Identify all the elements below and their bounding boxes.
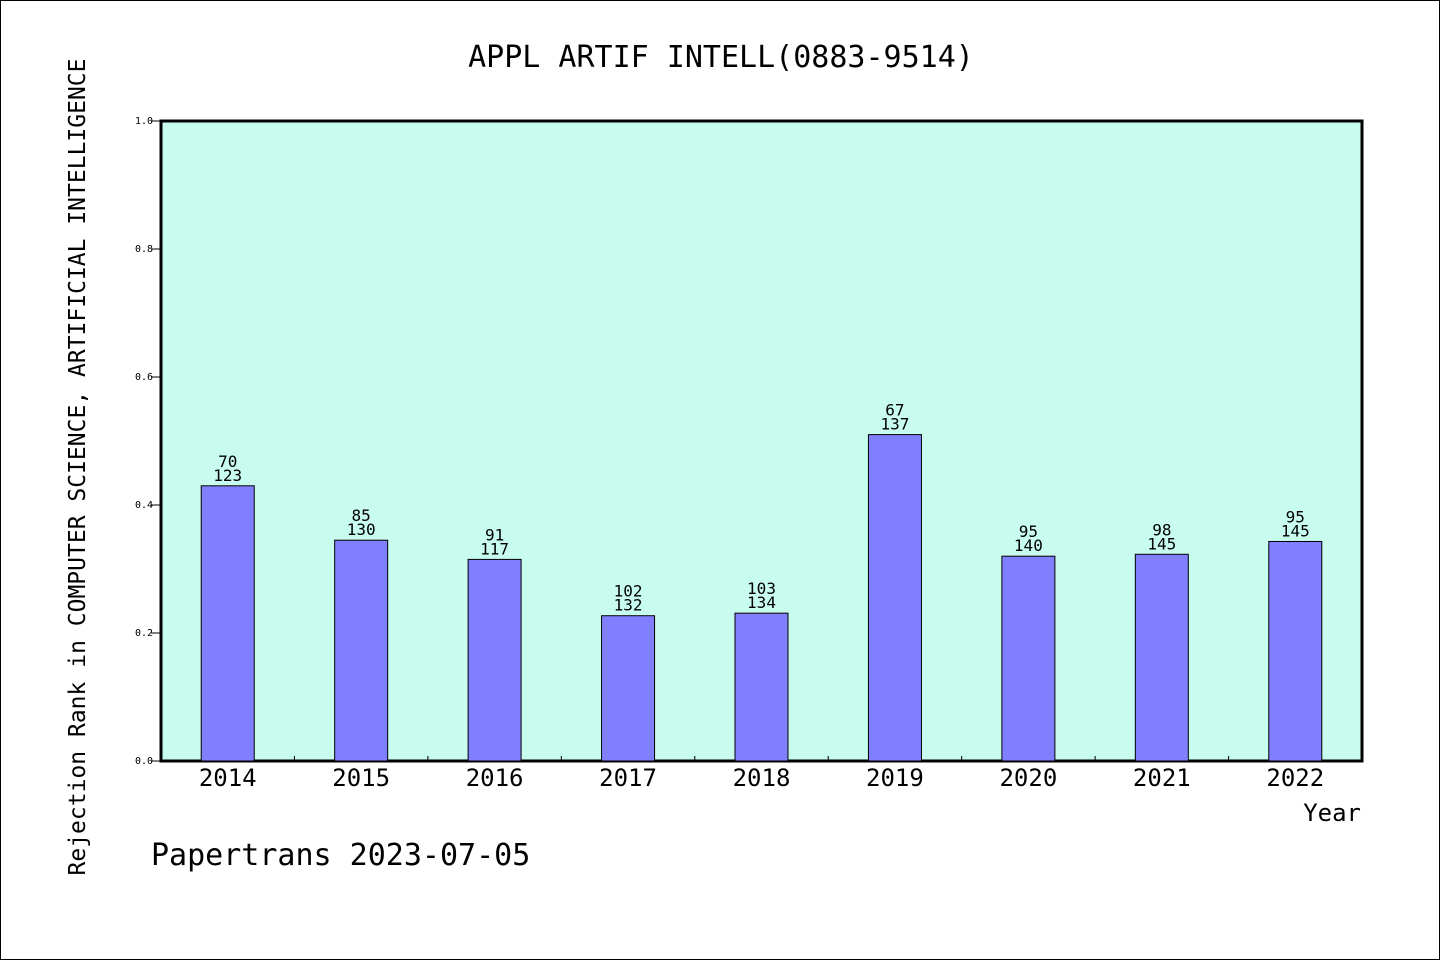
y-tick-label: 0.0 xyxy=(135,756,153,767)
x-tick-labels: 2014 2015 2016 2017 2018 2019 2020 2021 2022 xyxy=(199,764,1324,792)
bar xyxy=(867,434,922,762)
x-tick-label: 2021 xyxy=(1133,764,1191,792)
bar-total-label: 123 xyxy=(213,466,242,485)
y-tick-labels: 0.0 0.2 0.4 0.6 0.8 1.0 xyxy=(135,116,153,767)
bar-rank-label: 70 xyxy=(218,452,237,471)
x-tick-label: 2018 xyxy=(733,764,791,792)
bar xyxy=(601,615,656,762)
bar xyxy=(1268,540,1323,762)
bar xyxy=(1001,555,1056,762)
y-tick-label: 0.6 xyxy=(135,372,153,383)
bar xyxy=(734,612,789,762)
x-tick-label: 2017 xyxy=(599,764,657,792)
bar-total-label: 140 xyxy=(1014,536,1043,555)
y-tick-label: 0.8 xyxy=(135,244,153,255)
footer-text: Papertrans 2023-07-05 xyxy=(151,838,530,873)
bar-total-label: 117 xyxy=(480,539,509,558)
y-tick-label: 0.2 xyxy=(135,628,153,639)
x-tick-label: 2015 xyxy=(332,764,390,792)
x-tick-label: 2022 xyxy=(1266,764,1324,792)
axis-ticks xyxy=(151,120,1230,762)
bar xyxy=(1134,553,1189,762)
x-tick-label: 2016 xyxy=(466,764,524,792)
bar-total-label: 145 xyxy=(1147,534,1176,553)
bar-total-label: 134 xyxy=(747,593,776,612)
bar xyxy=(200,485,255,762)
bar-total-label: 130 xyxy=(347,520,376,539)
bar-rank-label: 85 xyxy=(352,506,371,525)
bar-rank-label: 95 xyxy=(1286,507,1305,526)
bar-rank-label: 95 xyxy=(1019,522,1038,541)
bars xyxy=(200,434,1323,762)
bar-total-label: 132 xyxy=(614,596,643,615)
bar-total-label: 137 xyxy=(880,415,909,434)
chart-title: APPL ARTIF INTELL(0883-9514) xyxy=(468,40,974,75)
x-tick-label: 2020 xyxy=(999,764,1057,792)
bar-rank-label: 91 xyxy=(485,525,504,544)
x-tick-label: 2019 xyxy=(866,764,924,792)
x-tick-label: 2014 xyxy=(199,764,257,792)
bar-rank-label: 102 xyxy=(614,582,643,601)
x-axis-label: Year xyxy=(1303,799,1361,827)
y-tick-label: 0.4 xyxy=(135,500,153,511)
y-tick-label: 1.0 xyxy=(135,116,153,127)
bar xyxy=(334,539,389,762)
bar-rank-label: 103 xyxy=(747,579,776,598)
bar xyxy=(467,558,522,762)
y-axis-label: Rejection Rank in COMPUTER SCIENCE, ARTI… xyxy=(65,59,91,876)
bar-total-label: 145 xyxy=(1281,521,1310,540)
bar-rank-label: 98 xyxy=(1152,520,1171,539)
bar-rank-label: 67 xyxy=(885,401,904,420)
